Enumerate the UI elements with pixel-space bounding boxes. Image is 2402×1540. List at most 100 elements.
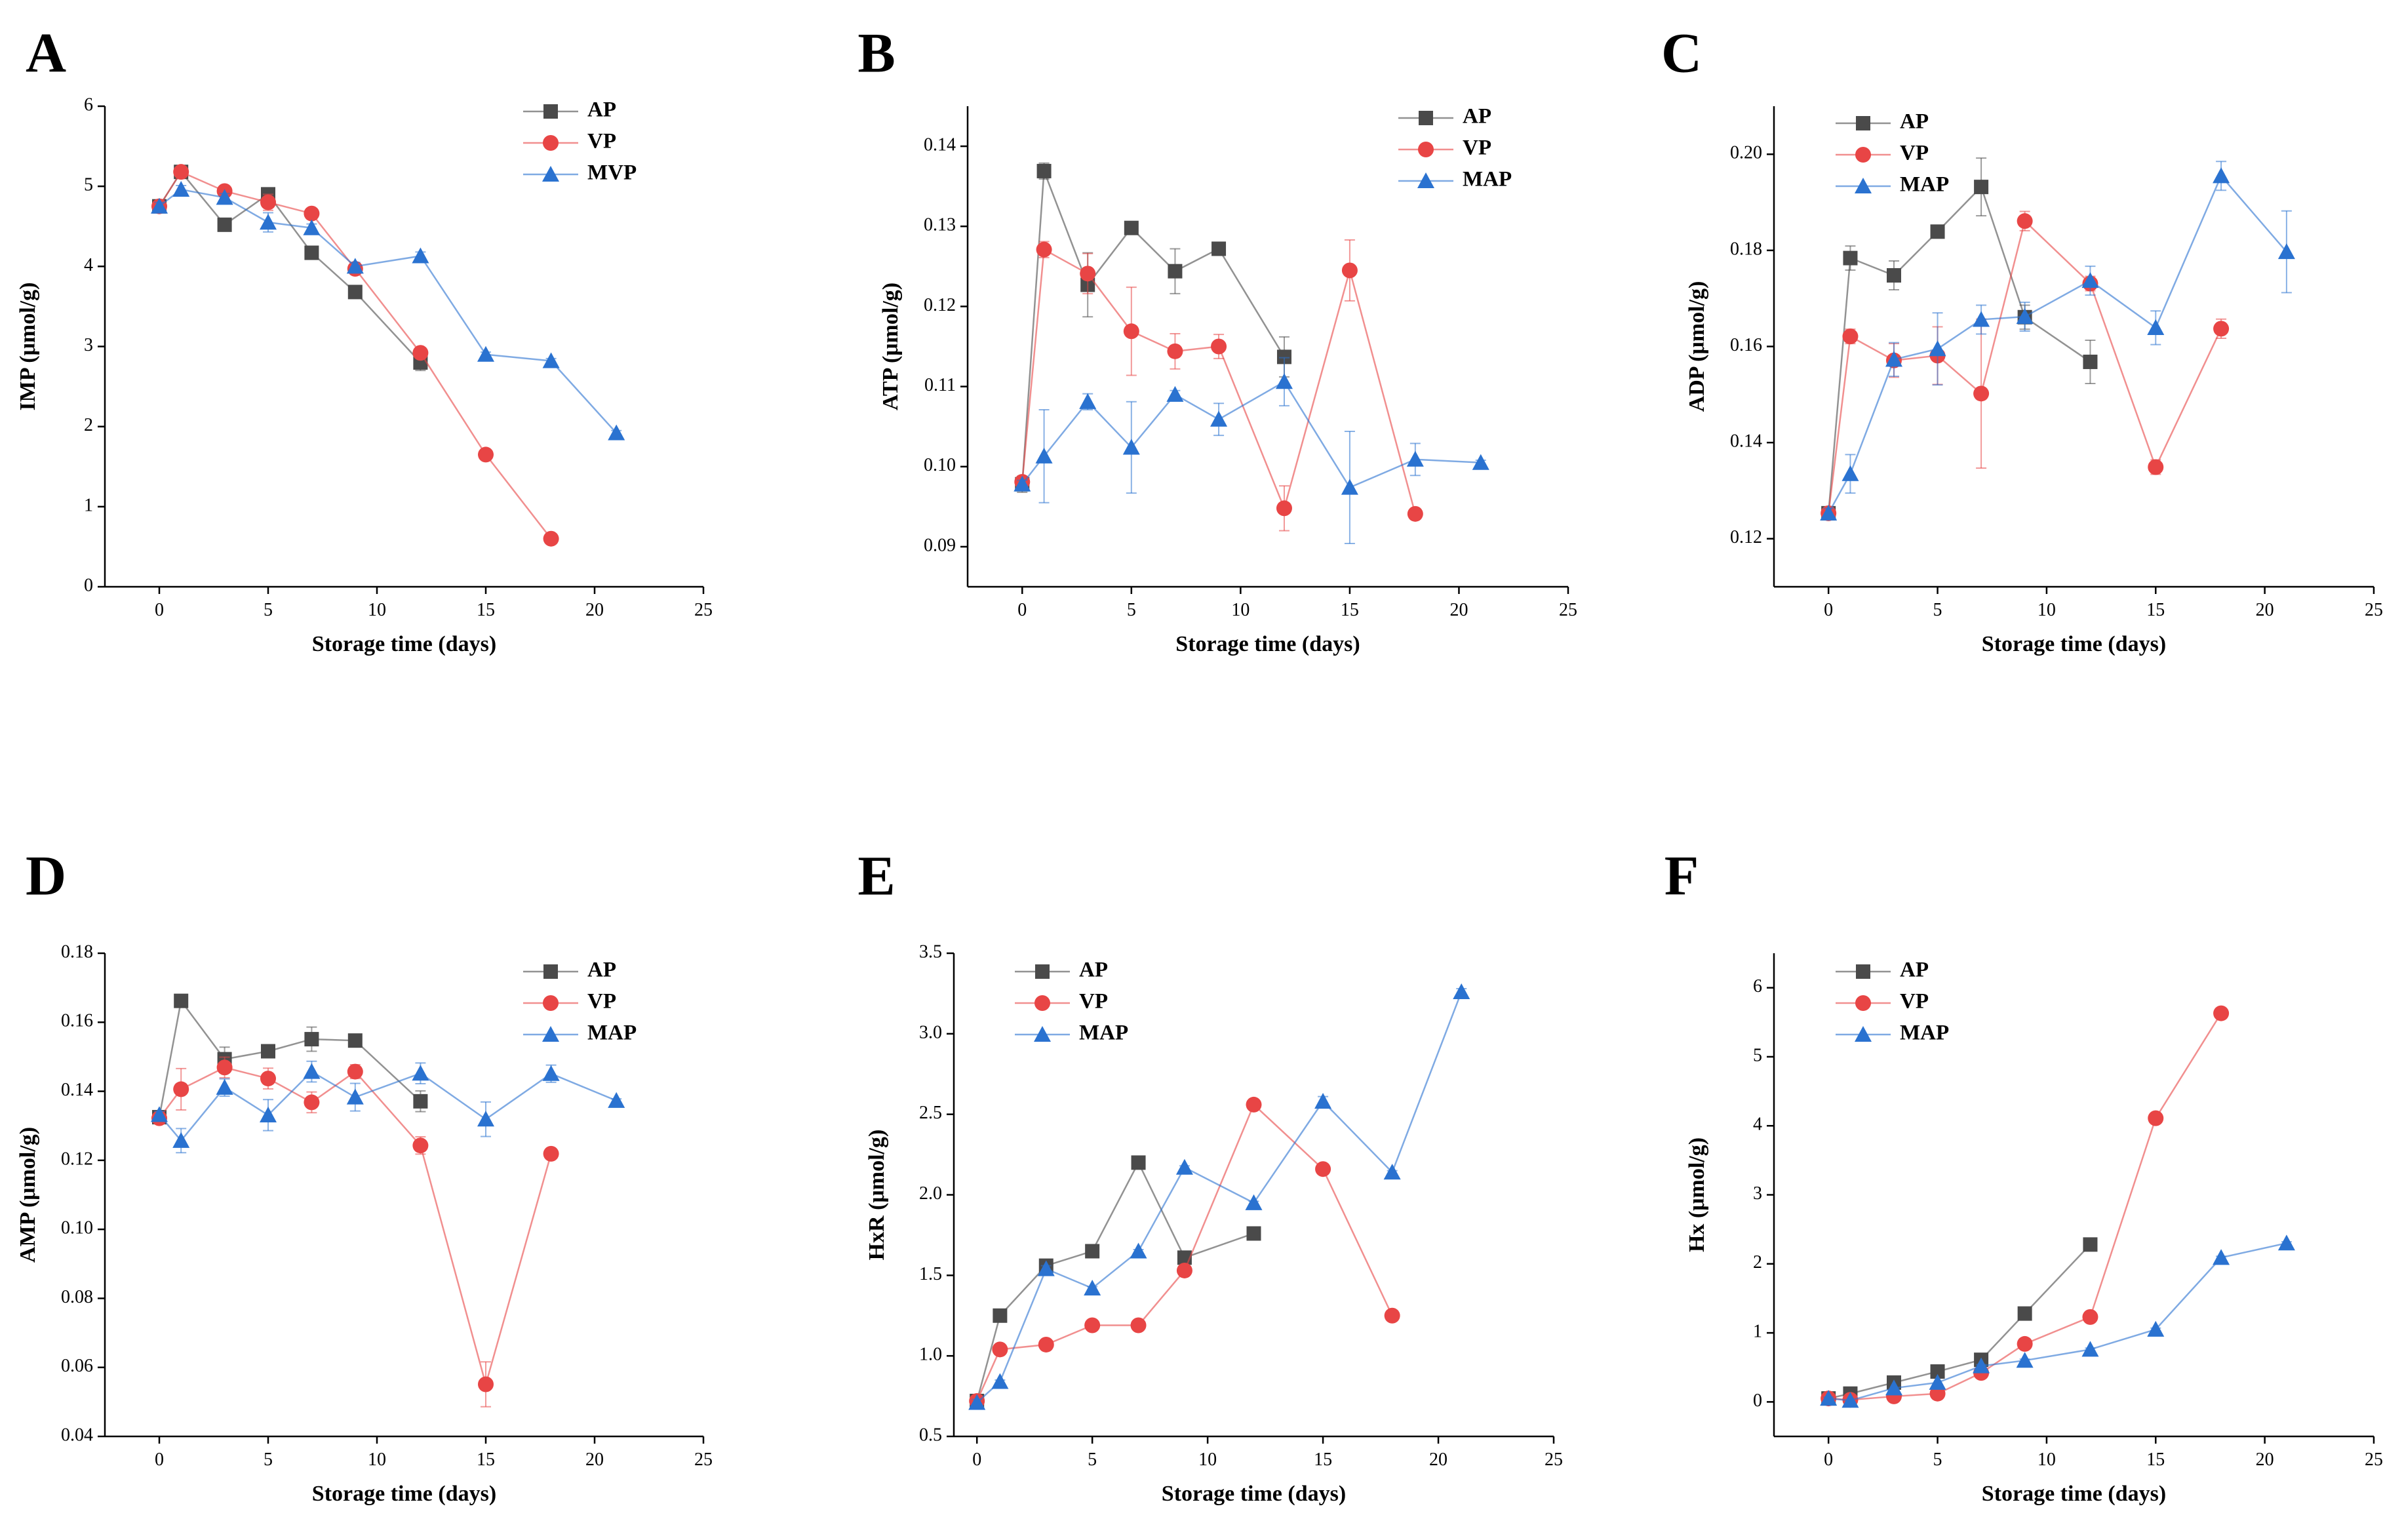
panel-e-y-tick-label: 0.5 <box>919 1425 942 1445</box>
panel-d-ap-point <box>347 1033 363 1048</box>
panel-a-x-tick-label: 5 <box>264 600 273 620</box>
panel-b-x-tick-label: 10 <box>1231 600 1250 620</box>
panel-e-map-point <box>1453 983 1470 1000</box>
panel-e-map-point <box>1130 1242 1147 1259</box>
panel-b-map-point <box>1122 439 1140 455</box>
panel-f-x-tick-label: 25 <box>2365 1450 2383 1470</box>
panel-e-x-tick-label: 5 <box>1088 1450 1097 1470</box>
panel-c-ap-point <box>1930 224 1945 239</box>
panel-a-legend-item-mvp: MVP <box>523 161 637 185</box>
panel-d-legend-vp-label: VP <box>587 990 616 1014</box>
panel-c-legend-item-ap: AP <box>1836 110 1929 134</box>
panel-c-legend-item-map: MAP <box>1836 173 1949 197</box>
panel-b-map-point <box>1406 450 1424 467</box>
panel-f-map-point <box>1885 1379 1902 1396</box>
panel-c: C 0 5 10 15 20 25 0.12 0.14 0.16 0.18 0.20 Storage t… <box>1661 22 2383 656</box>
panel-a-vp-point <box>543 530 559 547</box>
panel-f-ap-point <box>2083 1237 2098 1252</box>
panel-e-y-tick-label: 2.0 <box>919 1183 942 1204</box>
panel-b-x-tick-label: 15 <box>1341 600 1359 620</box>
panel-c-y-tick-label: 0.20 <box>1730 143 1762 163</box>
panel-c-vp-point <box>2148 459 2164 475</box>
panel-b-vp-point <box>1080 266 1096 282</box>
panel-b-x-axis-title: Storage time (days) <box>1175 632 1360 656</box>
panel-f-map-point <box>1929 1373 1946 1390</box>
panel-e-vp-point <box>1384 1307 1400 1324</box>
panel-e-vp-point <box>1038 1336 1054 1352</box>
panel-f-legend-map-label: MAP <box>1900 1021 1949 1045</box>
panel-a-legend-vp-marker <box>543 135 559 151</box>
panel-a-y-tick-label: 2 <box>84 415 93 435</box>
panel-c-ap-point <box>1974 180 1989 195</box>
panel-f-vp-point <box>2148 1110 2164 1126</box>
panel-a-x-tick-label: 20 <box>585 600 604 620</box>
panel-f-ap-point <box>1930 1364 1945 1379</box>
panel-b-letter: B <box>857 22 895 85</box>
panel-d-map-point <box>260 1106 277 1122</box>
panel-a-mvp-point <box>608 424 625 441</box>
panel-a-y-tick-label: 6 <box>84 94 93 115</box>
panel-a-legend-item-vp: VP <box>523 130 616 153</box>
panel-b-ap-point <box>1276 349 1291 365</box>
panel-d-y-tick-label: 0.06 <box>61 1356 93 1376</box>
panel-b-map-line <box>1021 380 1481 489</box>
panel-c-x-tick-label: 20 <box>2256 600 2274 620</box>
panel-e: E 0 5 10 15 20 25 0.5 1.0 1.5 2.0 2.5 3.0 3.5 Storage … <box>857 844 1563 1506</box>
panel-d-ap-point <box>304 1032 319 1047</box>
panel-e-legend-item-map: MAP <box>1015 1021 1128 1045</box>
panel-b-x-tick-label: 5 <box>1127 600 1136 620</box>
panel-f-y-tick-label: 2 <box>1753 1252 1762 1273</box>
panel-e-legend-ap-marker <box>1035 964 1050 979</box>
panel-d-y-tick-label: 0.08 <box>61 1287 93 1307</box>
panel-d-ap-point <box>261 1044 275 1059</box>
panel-c-map-point <box>2147 319 2165 335</box>
panel-d-vp-point <box>347 1063 363 1080</box>
panel-b-legend-item-map: MAP <box>1398 168 1512 191</box>
panel-f-y-tick-label: 0 <box>1753 1391 1762 1411</box>
panel-b-legend-item-ap: AP <box>1398 105 1491 128</box>
panel-e-vp-point <box>1315 1161 1331 1177</box>
panel-a-vp-point <box>412 345 429 361</box>
panel-a-mvp-line <box>159 188 618 434</box>
panel-c-map-point <box>1929 340 1946 357</box>
panel-d-map-point <box>608 1092 625 1108</box>
panel-b-series-ap <box>1015 162 1291 493</box>
panel-a-legend-mvp-label: MVP <box>587 161 637 185</box>
panel-d-y-tick-label: 0.12 <box>61 1149 93 1169</box>
panel-f-y-tick-label: 6 <box>1753 976 1762 997</box>
panel-b: B 0 5 10 15 20 25 0.09 0.10 0.11 0.12 0.13 0.14 Stora… <box>857 22 1577 656</box>
panel-b-ap-point <box>1124 220 1139 235</box>
panel-e-vp-point <box>992 1341 1008 1358</box>
panel-f-vp-point <box>2213 1005 2230 1021</box>
panel-d-map-point <box>542 1065 560 1081</box>
panel-e-legend-vp-label: VP <box>1079 990 1108 1014</box>
panel-a-x-tick-label: 15 <box>477 600 495 620</box>
panel-c-vp-point <box>1842 328 1859 345</box>
panel-c-legend-map-label: MAP <box>1900 173 1949 197</box>
panel-b-legend: AP VP MAP <box>1398 105 1512 191</box>
panel-b-y-tick-label: 0.13 <box>924 215 956 235</box>
panel-d-map-point <box>412 1065 429 1081</box>
panel-a-y-tick-label: 4 <box>84 255 93 275</box>
panel-b-map-point <box>1210 410 1228 427</box>
panel-d-legend-map-label: MAP <box>587 1021 637 1045</box>
panel-b-vp-point <box>1211 338 1227 355</box>
panel-d: D 0 5 10 15 20 25 0.04 0.06 0.08 0.10 0.12 0.14 0.16 0… <box>16 844 713 1506</box>
panel-d-vp-point <box>304 1094 320 1111</box>
panel-d-x-tick-label: 10 <box>368 1450 386 1470</box>
panel-a-legend: AP VP MVP <box>523 98 637 185</box>
panel-c-legend-vp-marker <box>1855 147 1871 163</box>
panel-c-x-tick-label: 25 <box>2365 600 2383 620</box>
panel-d-vp-point <box>216 1059 233 1076</box>
panel-a-y-tick-label: 3 <box>84 335 93 355</box>
panel-c-vp-point <box>1973 385 1990 402</box>
panel-a-mvp-point <box>412 247 429 264</box>
panel-c-map-point <box>2016 308 2034 325</box>
panel-b-legend-map-marker <box>1417 172 1434 189</box>
panel-b-x-tick-label: 0 <box>1017 600 1027 620</box>
panel-d-map-point <box>346 1088 364 1105</box>
panel-e-ap-point <box>1131 1155 1146 1170</box>
panel-a-legend-vp-label: VP <box>587 130 616 153</box>
panel-b-x-tick-label: 20 <box>1449 600 1468 620</box>
panel-f-x-tick-label: 0 <box>1824 1450 1833 1470</box>
